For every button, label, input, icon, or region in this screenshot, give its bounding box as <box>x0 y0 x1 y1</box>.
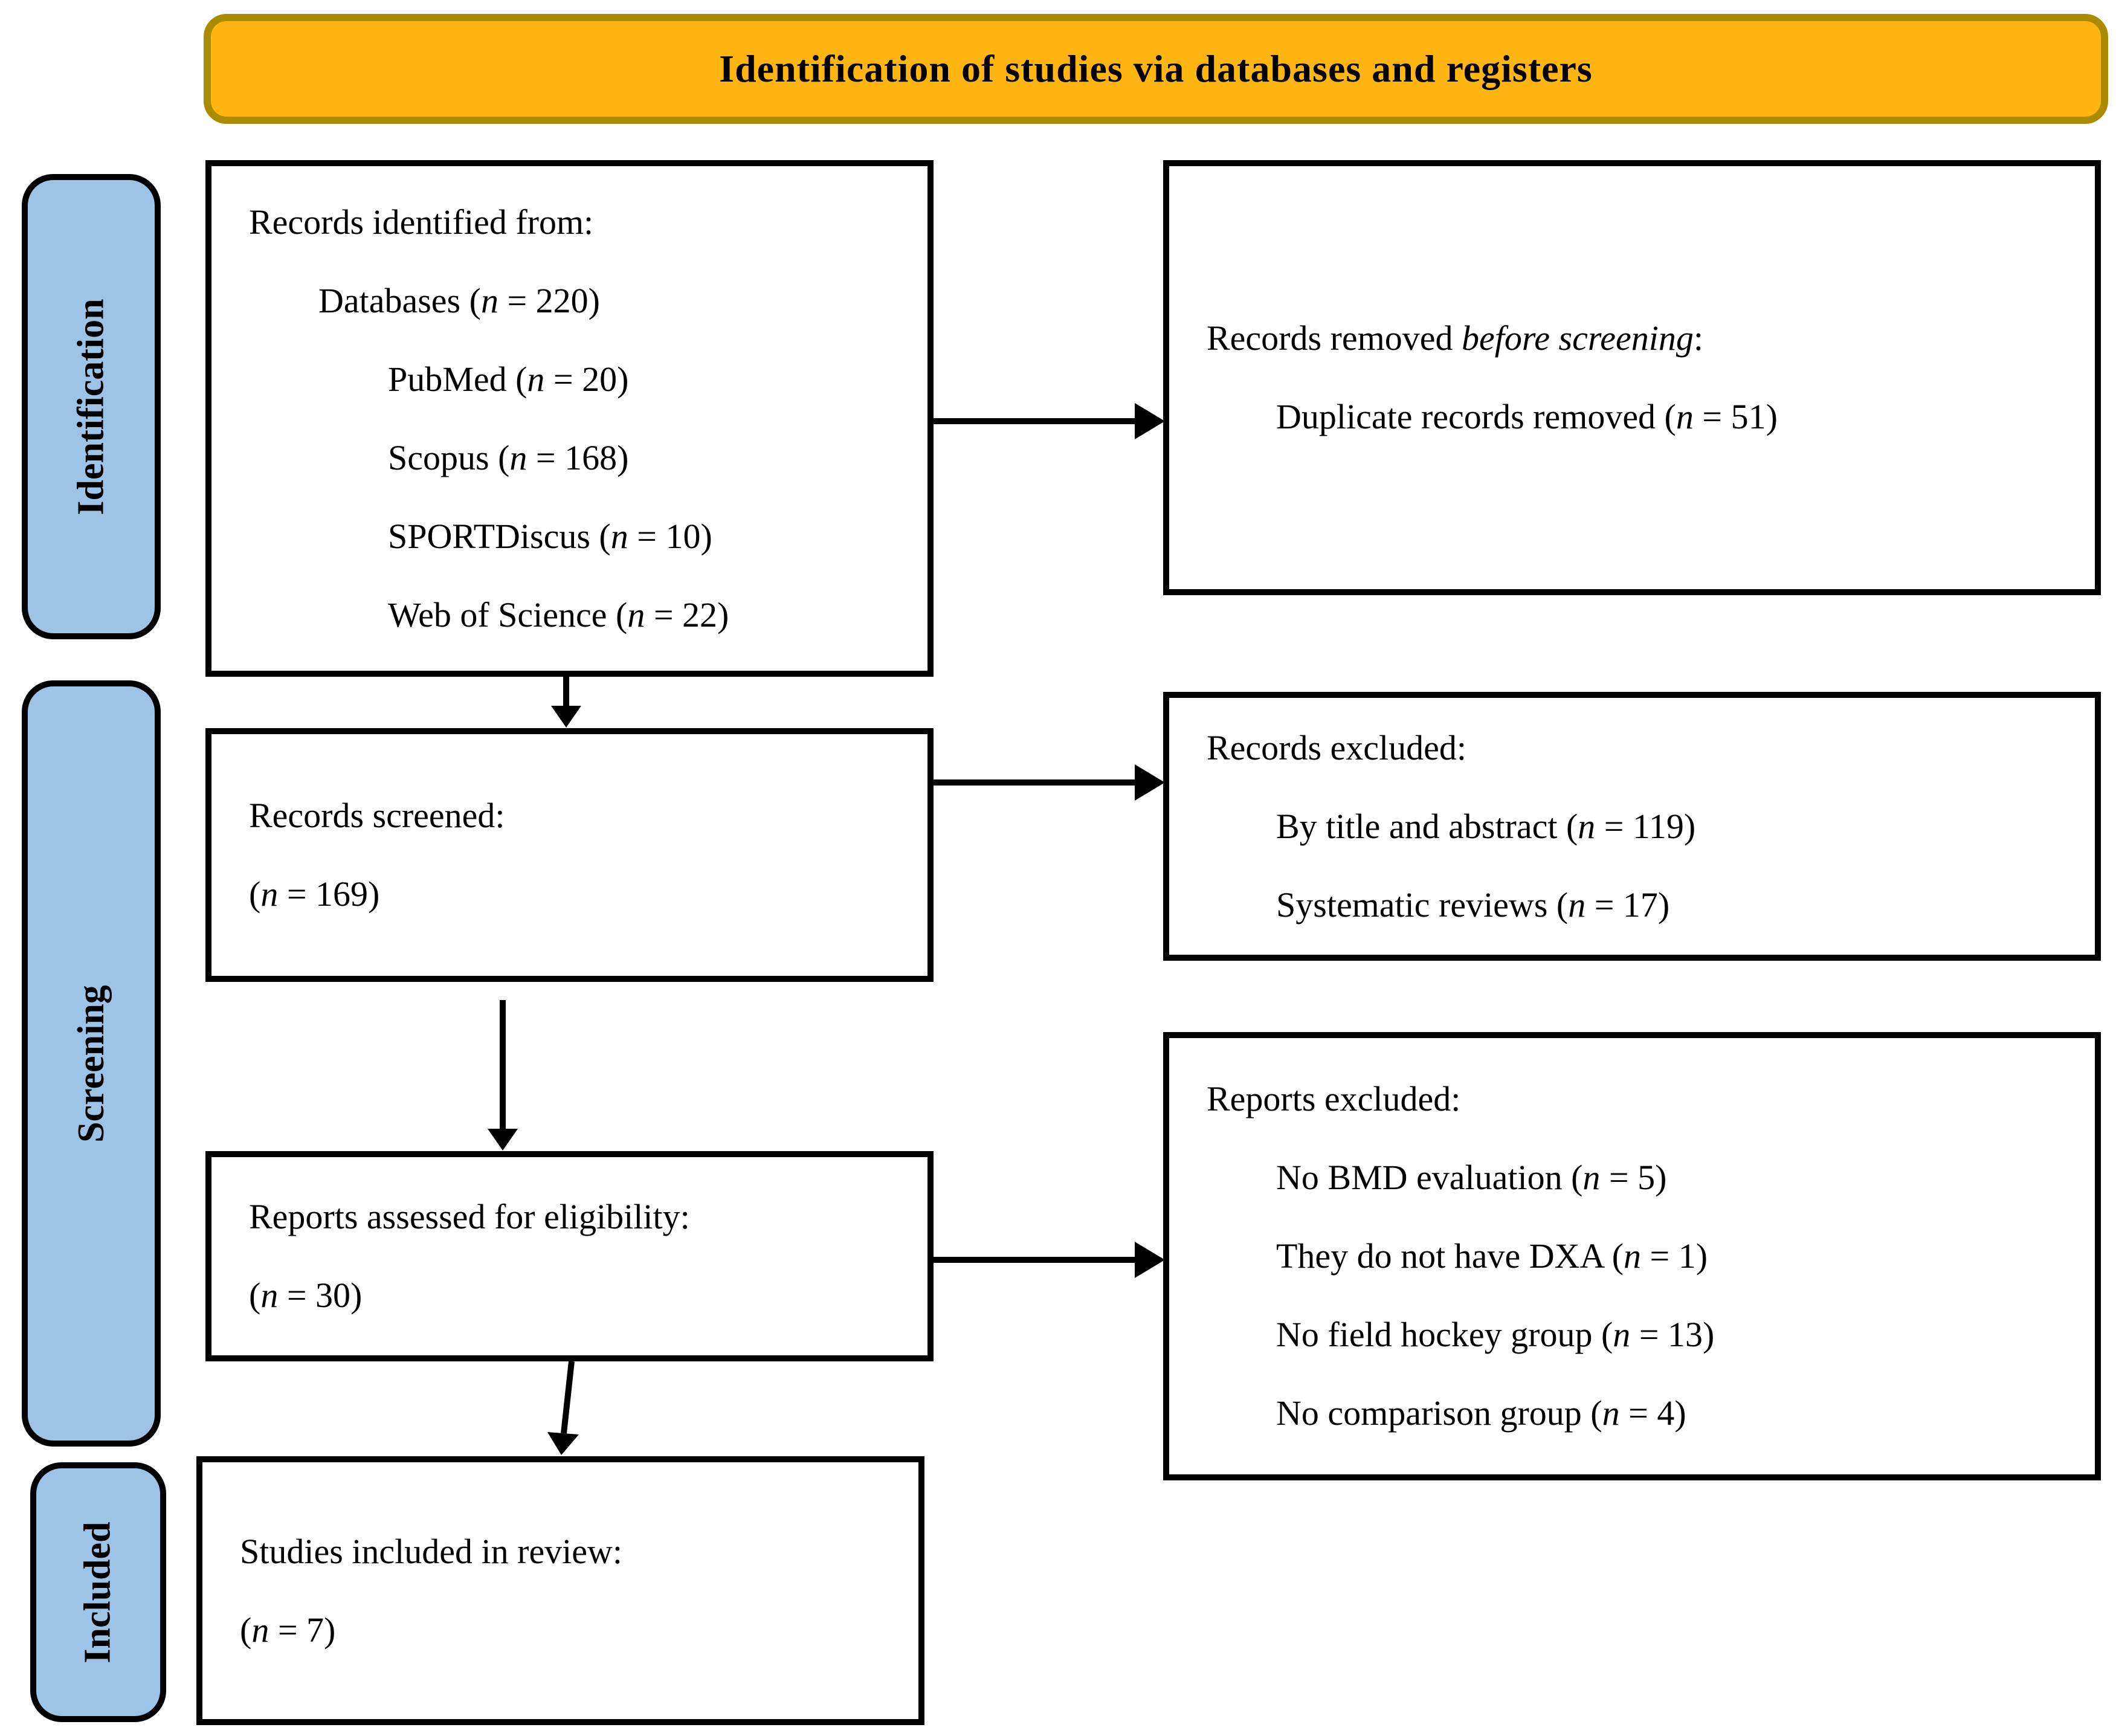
italic-text-segment: n <box>1624 1236 1642 1276</box>
italic-text-segment: n <box>1578 806 1596 846</box>
flow-box-line: Records identified from: <box>211 183 927 262</box>
flow-box-line: They do not have DXA (n = 1) <box>1169 1217 2095 1296</box>
text-segment: Reports excluded: <box>1207 1079 1461 1118</box>
italic-text-segment: n <box>1676 397 1694 436</box>
text-segment: = 220) <box>498 280 600 320</box>
text-segment: ( <box>249 1276 261 1315</box>
records-excluded-box: Records excluded: By title and abstract (… <box>1163 692 2101 961</box>
text-segment: They do not have DXA ( <box>1276 1236 1624 1276</box>
banner: Identification of studies via databases … <box>204 14 2108 124</box>
flow-box-line: By title and abstract (n = 119) <box>1169 787 2095 866</box>
flow-box-line: Studies included in review: <box>202 1512 918 1591</box>
text-segment: = 13) <box>1630 1315 1715 1354</box>
text-segment: No comparison group ( <box>1276 1393 1602 1433</box>
flow-box-line: Records screened: <box>211 776 927 855</box>
flow-box-line: (n = 7) <box>202 1591 918 1670</box>
text-segment: = 30) <box>278 1276 363 1315</box>
stage-tab-screening: Screening <box>22 680 161 1447</box>
italic-text-segment: n <box>627 595 645 634</box>
text-segment: Duplicate records removed ( <box>1276 397 1676 436</box>
flow-box-line: No field hockey group (n = 13) <box>1169 1296 2095 1374</box>
stage-label-identification: Identification <box>70 298 112 515</box>
text-segment: = 119) <box>1595 806 1696 846</box>
text-segment: By title and abstract ( <box>1276 806 1578 846</box>
studies-included-box: Studies included in review: (n = 7) <box>196 1456 924 1725</box>
italic-text-segment: n <box>610 516 628 556</box>
text-segment: = 168) <box>527 437 629 477</box>
text-segment: Systematic reviews ( <box>1276 885 1569 924</box>
stage-tab-identification: Identification <box>22 174 161 639</box>
text-segment: Scopus ( <box>388 437 510 477</box>
text-segment: Records excluded: <box>1207 728 1467 767</box>
records-screened-box: Records screened: (n = 169) <box>205 728 934 982</box>
records-identified-box: Records identified from: Databases (n = 2… <box>205 160 934 677</box>
arrow-identified-to-removed <box>934 403 1165 439</box>
text-segment: Reports assessed for eligibility: <box>249 1197 690 1236</box>
italic-text-segment: n <box>1582 1158 1601 1197</box>
italic-text-segment: before screening <box>1461 318 1694 358</box>
arrow-screened-to-excluded <box>934 764 1165 801</box>
banner-title: Identification of studies via databases … <box>719 47 1593 90</box>
flow-box-line: SPORTDiscus (n = 10) <box>211 497 927 576</box>
stage-tab-included: Included <box>30 1462 166 1722</box>
flow-box-line: Databases (n = 220) <box>211 262 927 340</box>
stage-label-screening: Screening <box>70 984 112 1143</box>
flow-box-line: PubMed (n = 20) <box>211 340 927 419</box>
text-segment: PubMed ( <box>388 359 527 399</box>
italic-text-segment: n <box>509 437 527 477</box>
flow-box-line: Web of Science (n = 22) <box>211 576 927 654</box>
text-segment: = 10) <box>628 516 712 556</box>
italic-text-segment: n <box>1602 1393 1620 1433</box>
arrow-screened-to-assessed <box>488 1000 518 1150</box>
italic-text-segment: n <box>527 359 545 399</box>
italic-text-segment: n <box>1568 885 1586 924</box>
text-segment: = 4) <box>1619 1393 1686 1433</box>
stage-label-included: Included <box>77 1521 119 1663</box>
text-segment: No BMD evaluation ( <box>1276 1158 1583 1197</box>
text-segment: : <box>1693 318 1703 358</box>
flow-box-line: (n = 169) <box>211 855 927 934</box>
flow-box-line: Duplicate records removed (n = 51) <box>1169 378 2095 456</box>
reports-assessed-box: Reports assessed for eligibility: (n = 30… <box>205 1151 934 1361</box>
flow-box-line: No comparison group (n = 4) <box>1169 1374 2095 1453</box>
flow-box-line: Records removed before screening: <box>1169 299 2095 378</box>
text-segment: Databases ( <box>318 280 481 320</box>
text-segment: = 20) <box>544 359 629 399</box>
arrow-assessed-to-included <box>547 1361 579 1455</box>
text-segment: = 22) <box>645 595 729 634</box>
flow-box-line: Reports assessed for eligibility: <box>211 1178 927 1256</box>
text-segment: Records identified from: <box>249 202 594 242</box>
arrow-assessed-to-excluded <box>934 1242 1165 1278</box>
text-segment: ( <box>249 874 261 914</box>
text-segment: = 17) <box>1585 885 1670 924</box>
italic-text-segment: n <box>480 280 498 320</box>
italic-text-segment: n <box>260 1276 279 1315</box>
text-segment: SPORTDiscus ( <box>388 516 611 556</box>
text-segment: = 169) <box>278 874 380 914</box>
text-segment: Records removed <box>1207 318 1462 358</box>
text-segment: Studies included in review: <box>240 1531 623 1571</box>
flow-box-line: No BMD evaluation (n = 5) <box>1169 1138 2095 1217</box>
reports-excluded-box: Reports excluded: No BMD evaluation (n = … <box>1163 1032 2101 1480</box>
text-segment: = 5) <box>1600 1158 1667 1197</box>
flow-box-line: Records excluded: <box>1169 709 2095 787</box>
text-segment: = 1) <box>1641 1236 1708 1276</box>
italic-text-segment: n <box>251 1610 269 1650</box>
text-segment: = 7) <box>269 1610 336 1650</box>
flow-box-line: Systematic reviews (n = 17) <box>1169 866 2095 944</box>
text-segment: Records screened: <box>249 796 505 835</box>
flow-box-line: Reports excluded: <box>1169 1060 2095 1138</box>
italic-text-segment: n <box>260 874 279 914</box>
flow-box-line: (n = 30) <box>211 1256 927 1335</box>
italic-text-segment: n <box>1613 1315 1631 1354</box>
text-segment: = 51) <box>1693 397 1778 436</box>
text-segment: ( <box>240 1610 252 1650</box>
records-removed-before-screening-box: Records removed before screening: Duplica… <box>1163 160 2101 595</box>
arrow-identified-to-screened <box>551 677 581 728</box>
text-segment: No field hockey group ( <box>1276 1315 1613 1354</box>
flow-box-line: Scopus (n = 168) <box>211 419 927 497</box>
text-segment: Web of Science ( <box>388 595 628 634</box>
